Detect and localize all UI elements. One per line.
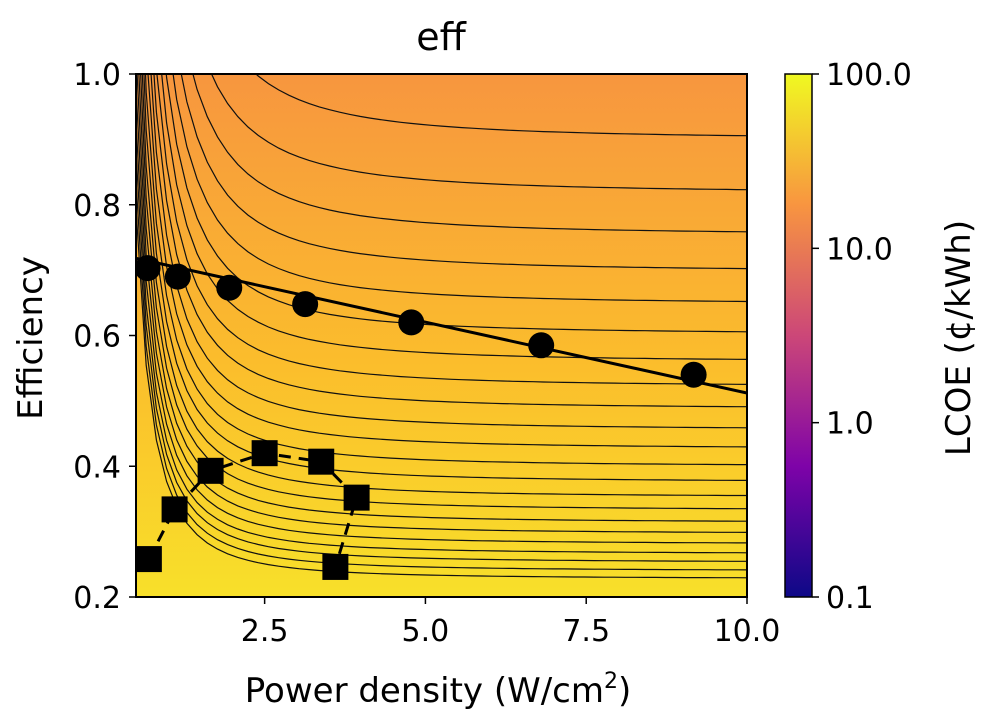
square-marker	[343, 484, 370, 511]
x-tick-label: 2.5	[241, 614, 289, 649]
square-marker	[197, 457, 224, 484]
y-axis-ticks: 0.2 0.4 0.6 0.8 1.0	[73, 58, 136, 616]
x-axis-label: Power density (W/cm2)	[245, 669, 632, 711]
contour-line	[147, 74, 747, 448]
contour-lines	[136, 74, 747, 579]
data-series	[136, 255, 747, 580]
square-marker	[161, 496, 188, 523]
contour-line	[180, 74, 747, 270]
circle-marker	[680, 361, 707, 388]
circle-marker	[164, 263, 191, 290]
contour-line	[210, 74, 747, 191]
contour-line	[144, 74, 747, 466]
contour-background	[136, 74, 747, 597]
contour-line	[156, 74, 747, 385]
colorbar-label: LCOE (¢/kWh)	[939, 220, 979, 456]
circle-marker	[292, 291, 319, 318]
contour-line	[136, 181, 747, 571]
colorbar-ticks: 0.1 1.0 10.0 100.0	[812, 58, 912, 616]
contour-line	[255, 74, 747, 137]
y-axis-label: Efficiency	[11, 256, 51, 420]
contour-line	[136, 152, 747, 562]
contour-line	[136, 74, 747, 533]
y-tick-label: 0.6	[73, 320, 121, 355]
contour-line	[136, 208, 747, 579]
y-tick-label: 0.2	[73, 581, 121, 616]
colorbar-tick-label: 1.0	[826, 407, 874, 442]
contour-line	[138, 74, 747, 522]
x-axis-ticks: 2.5 5.0 7.5 10.0	[241, 597, 781, 649]
y-tick-label: 0.4	[73, 450, 121, 485]
square-marker	[308, 448, 335, 475]
contour-line	[161, 74, 747, 360]
x-tick-label: 5.0	[402, 614, 450, 649]
contour-line	[172, 74, 747, 303]
plot-area	[135, 73, 748, 598]
contour-line	[150, 74, 747, 429]
circle-marker	[216, 274, 243, 301]
square-marker	[251, 440, 278, 467]
colorbar-gradient	[784, 73, 813, 598]
colorbar-tick-label: 10.0	[826, 232, 893, 267]
y-tick-label: 0.8	[73, 189, 121, 224]
y-tick-label: 1.0	[73, 58, 121, 93]
square-marker	[136, 546, 162, 573]
contour-line	[143, 74, 747, 481]
contour-line	[141, 74, 747, 497]
colorbar-tick-label: 100.0	[826, 58, 912, 93]
contour-line	[136, 88, 747, 544]
contour-line	[136, 122, 747, 554]
contour-line	[153, 74, 747, 408]
square-marker	[322, 553, 349, 580]
colorbar: 0.1 1.0 10.0 100.0 LCOE (¢/kWh)	[784, 58, 979, 616]
circle-marker	[398, 309, 425, 336]
chart-title: eff	[416, 15, 466, 59]
x-tick-label: 10.0	[714, 614, 781, 649]
circle-marker	[136, 255, 161, 282]
x-tick-label: 7.5	[562, 614, 610, 649]
contour-line	[140, 74, 747, 510]
contour-line	[192, 74, 747, 233]
colorbar-tick-label: 0.1	[826, 581, 874, 616]
circle-marker	[528, 332, 555, 359]
